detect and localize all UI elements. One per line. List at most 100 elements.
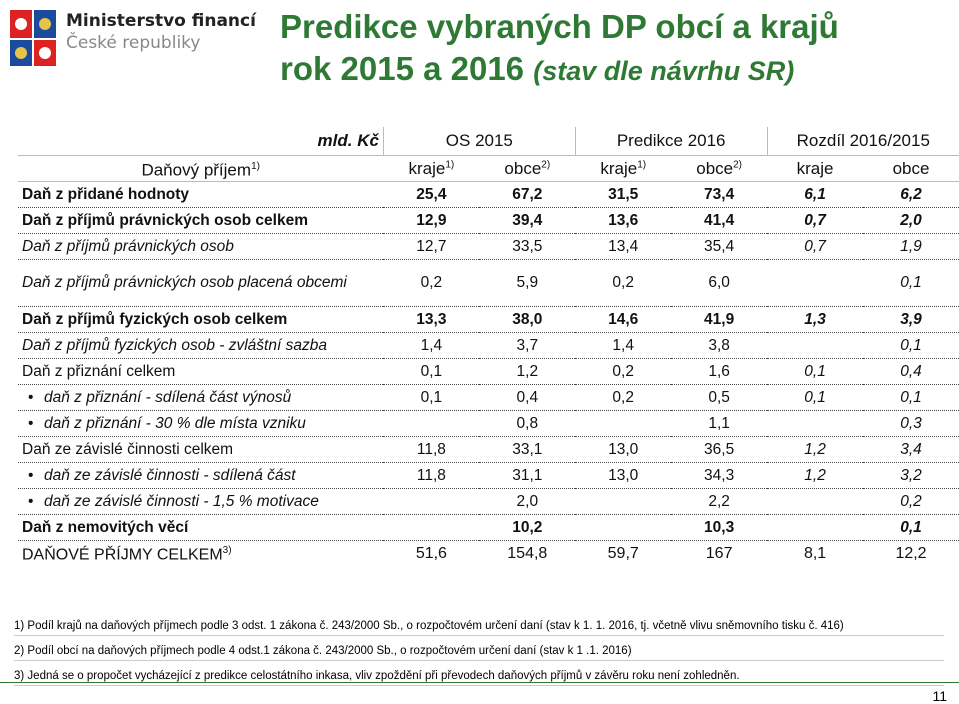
cell: 1,6 — [671, 358, 768, 385]
cell: 41,4 — [671, 207, 768, 234]
cell: 13,0 — [575, 462, 672, 489]
cell — [575, 514, 672, 541]
data-table: mld. Kč OS 2015 Predikce 2016 Rozdíl 2016/2… — [18, 127, 959, 566]
cell: 0,1 — [863, 384, 959, 411]
cell: 0,4 — [479, 384, 576, 411]
row-label: Daň z příjmů právnických osob — [18, 233, 384, 260]
cell: 6,2 — [863, 181, 959, 208]
row-label-text: Daň ze závislé činnosti celkem — [22, 440, 234, 458]
ministry: Ministerstvo financí České republiky — [66, 10, 256, 54]
row-label-text: Daň z příjmů právnických osob — [22, 237, 234, 255]
title-line: Predikce vybraných DP obcí a krajů — [280, 8, 839, 45]
row-label-text: Daň z přiznání celkem — [22, 362, 176, 380]
cell: 6,1 — [767, 181, 864, 208]
cell — [383, 410, 480, 437]
row-label-text: DAŇOVÉ PŘÍJMY CELKEM — [22, 546, 223, 564]
row-label: daň ze závislé činnosti - sdílená část — [18, 462, 384, 489]
table-row: daň ze závislé činnosti - sdílená část 11… — [18, 462, 959, 489]
cell: 2,2 — [671, 488, 768, 515]
table-row: Daň z přidané hodnoty 25,4 67,2 31,5 73,4 6,1… — [18, 181, 959, 208]
cell: 3,4 — [863, 436, 959, 463]
title-line2: rok 2015 a 2016 — [280, 50, 525, 87]
cell: 13,0 — [575, 436, 672, 463]
cell: 10,3 — [671, 514, 768, 541]
column-header: obce2) — [479, 155, 576, 182]
cell: 0,2 — [575, 259, 672, 307]
cell: 33,1 — [479, 436, 576, 463]
column-text: kraje — [600, 158, 638, 178]
cell: 13,6 — [575, 207, 672, 234]
cell: 5,9 — [479, 259, 576, 307]
cell: 38,0 — [479, 306, 576, 333]
cell: 12,7 — [383, 233, 480, 260]
cell: 0,8 — [479, 410, 576, 437]
logo — [10, 10, 56, 66]
row-label-text: daň ze závislé činnosti - sdílená část — [44, 466, 296, 484]
table-row: daň z přiznání - sdílená část výnosů0,10… — [18, 384, 959, 411]
group-header: Rozdíl 2016/2015 — [766, 127, 959, 156]
page-number: 11 — [932, 688, 947, 704]
superscript: 1) — [251, 160, 260, 172]
cell: 6,0 — [671, 259, 768, 307]
row-label: Daň z příjmů právnických osob celkem — [18, 207, 384, 234]
cell — [383, 514, 480, 541]
column-header: obce2) — [671, 155, 768, 182]
cell: 8,1 — [803, 544, 827, 562]
header-row: mld. Kč OS 2015 Predikce 2016 Rozdíl 2016/2… — [18, 127, 959, 156]
cell — [767, 410, 864, 437]
column-text: kraje — [796, 158, 834, 178]
column-header: Daňový příjem1) — [18, 155, 384, 182]
superscript: 2) — [733, 158, 743, 170]
title: Predikce vybraných DP obcí a krajů rok 20… — [280, 6, 839, 92]
table-row: Daň z příjmů právnických osob celkem 12,9… — [18, 207, 959, 234]
row-label-text: daň z přiznání - 30 % dle místa vzniku — [44, 414, 306, 432]
cell: 0,1 — [767, 358, 864, 385]
table-row: Daň ze závislé činnosti celkem 11,8 33,1 13… — [18, 436, 959, 463]
row-label-text: Daň z nemovitých věcí — [22, 518, 189, 536]
cell: 0,1 — [767, 384, 864, 411]
row-label: daň ze závislé činnosti - 1,5 % motivace — [18, 488, 384, 515]
footer-line — [0, 682, 959, 683]
cell: 11,8 — [383, 462, 480, 489]
ministry-line: České republiky — [66, 33, 201, 53]
table-row: Daň z příjmů fyzických osob celkem 13,3 38… — [18, 306, 959, 333]
cell: 14,6 — [575, 306, 672, 333]
row-label: DAŇOVÉ PŘÍJMY CELKEM3) — [18, 541, 383, 567]
cell: 0,5 — [671, 384, 768, 411]
table-row: Daň z nemovitých věcí 10,2 10,3 0,1 — [18, 514, 959, 541]
superscript: 1) — [637, 158, 647, 170]
superscript: 2) — [541, 158, 551, 170]
cell: 1,9 — [863, 233, 959, 260]
title-note: (stav dle návrhu SR) — [533, 56, 795, 86]
cell: 0,1 — [863, 259, 959, 307]
cell — [767, 332, 864, 359]
group-header: Predikce 2016 — [574, 127, 768, 156]
table-row: Daň z příjmů právnických osob 12,7 33,5 13,… — [18, 233, 959, 260]
cell: 1,4 — [383, 332, 480, 359]
cell: 41,9 — [671, 306, 768, 333]
footnote: 3) Jedná se o propočet vycházející z pre… — [14, 670, 944, 686]
cell: 0,1 — [383, 358, 480, 385]
cell: 10,2 — [479, 514, 576, 541]
cell: 0,7 — [767, 233, 864, 260]
cell: 34,3 — [671, 462, 768, 489]
cell: 167 — [705, 544, 733, 562]
table-row: daň ze závislé činnosti - 1,5 % motivace… — [18, 488, 959, 515]
footnote: 1) Podíl krajů na daňových příjmech podl… — [14, 620, 944, 636]
cell: 1,2 — [767, 462, 864, 489]
row-label: Daň z příjmů fyzických osob celkem — [18, 306, 384, 333]
row-label-text: daň ze závislé činnosti - 1,5 % motivace — [44, 492, 319, 510]
row-label: daň z přiznání - 30 % dle místa vzniku — [18, 410, 384, 437]
row-label-text: Daň z příjmů právnických osob placená ob… — [22, 274, 347, 291]
table-row: Daň z příjmů právnických osob placená ob… — [18, 259, 959, 307]
row-label: Daň z příjmů fyzických osob - zvláštní s… — [18, 332, 384, 359]
footnote: 2) Podíl obcí na daňových příjmech podle… — [14, 645, 944, 661]
cell: 1,3 — [767, 306, 864, 333]
row-label: Daň ze závislé činnosti celkem — [18, 436, 384, 463]
row-label: Daň z přidané hodnoty — [18, 181, 384, 208]
table-row: DAŇOVÉ PŘÍJMY CELKEM3) 51,6 154,8 59,7 167 8,… — [18, 541, 959, 567]
table-row: daň z přiznání - 30 % dle místa vzniku 0,… — [18, 410, 959, 437]
row-label-text: Daň z příjmů právnických osob celkem — [22, 211, 308, 229]
row-label-text: Daň z příjmů fyzických osob - zvláštní s… — [22, 336, 327, 354]
